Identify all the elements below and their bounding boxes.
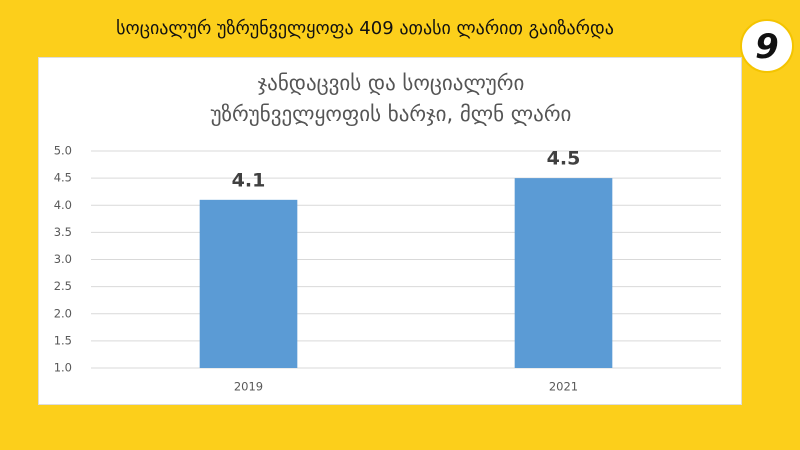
chart-title: ჯანდაცვის და სოციალური უზრუნველყოფის ხარ… <box>210 71 572 126</box>
y-tick-label: 1.5 <box>54 333 72 347</box>
value-label: 4.1 <box>232 169 266 191</box>
badge: 9 <box>740 19 794 73</box>
chart: 1.0 1.5 2.0 2.5 3.0 3.5 4.0 4.5 5.0 2019 4.1 2021 4.… <box>54 144 721 394</box>
bar <box>514 178 613 368</box>
y-tick-label: 4.0 <box>54 198 72 212</box>
x-tick-label: 2021 <box>549 380 578 394</box>
y-tick-label: 4.5 <box>54 171 72 185</box>
y-tick-label: 2.5 <box>54 279 72 293</box>
y-tick-label: 2.0 <box>54 306 72 320</box>
y-tick-label: 5.0 <box>54 144 72 158</box>
headline: სოციალურ უზრუნველყოფა 409 ათასი ლარით გა… <box>116 18 614 39</box>
y-tick-label: 3.0 <box>54 252 72 266</box>
y-tick-label: 3.5 <box>54 225 72 239</box>
chart-panel: 1.0 1.5 2.0 2.5 3.0 3.5 4.0 4.5 5.0 2019 4.1 2021 4.… <box>38 57 742 405</box>
bar <box>199 199 298 368</box>
value-label: 4.5 <box>547 148 581 170</box>
x-tick-label: 2019 <box>234 380 263 394</box>
y-tick-label: 1.0 <box>54 361 72 375</box>
